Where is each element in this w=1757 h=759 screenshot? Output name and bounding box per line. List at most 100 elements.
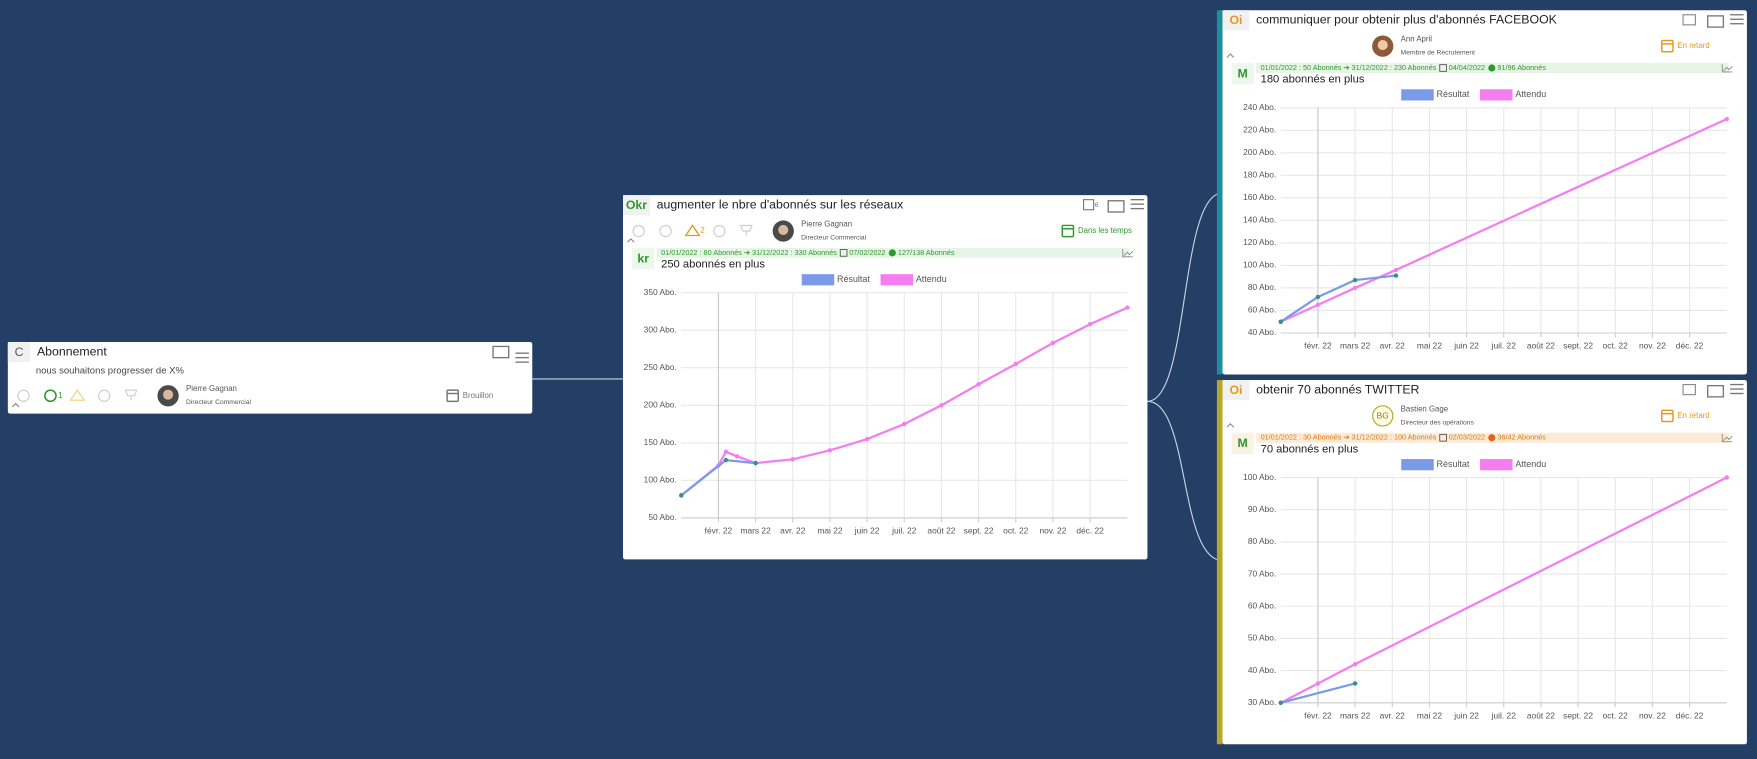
data-point	[1315, 302, 1321, 308]
data-point	[939, 403, 944, 408]
legend-label[interactable]: Résultat	[837, 274, 870, 284]
x-tick-label: avr. 22	[1380, 341, 1406, 351]
progress-icon	[1488, 434, 1496, 442]
x-tick-label: nov. 22	[1639, 341, 1666, 351]
kr-badge: M	[1238, 436, 1248, 450]
date-icon	[839, 249, 848, 257]
clock-icon	[98, 389, 111, 402]
y-tick-label: 100 Abo.	[1243, 472, 1276, 482]
x-tick-label: févr. 22	[1304, 710, 1332, 720]
menu-button[interactable]	[1130, 198, 1145, 210]
card-title: Abonnement	[37, 344, 107, 358]
x-tick-label: nov. 22	[1639, 710, 1666, 720]
y-tick-label: 250 Abo.	[644, 362, 677, 372]
x-tick-label: oct. 22	[1603, 710, 1629, 720]
x-tick-label: juin 22	[1453, 710, 1479, 720]
card-title: augmenter le nbre d'abonnés sur les rése…	[657, 198, 905, 212]
card-title: obtenir 70 abonnés TWITTER	[1256, 382, 1419, 396]
data-point	[1278, 319, 1284, 324]
card-badge: C	[15, 345, 24, 359]
legend-swatch	[801, 274, 835, 286]
x-tick-label: sept. 22	[1563, 341, 1593, 351]
legend-swatch	[1480, 459, 1513, 471]
card[interactable]: Oi communiquer pour obtenir plus d'abonné…	[1216, 10, 1747, 375]
menu-button[interactable]	[1730, 383, 1744, 395]
data-point	[790, 457, 796, 462]
connector	[1147, 400, 1223, 562]
collapse-arrow[interactable]	[627, 238, 635, 243]
x-tick-label: juil. 22	[891, 526, 917, 536]
children-icon	[1682, 383, 1696, 396]
legend-swatch	[1401, 89, 1434, 101]
y-tick-label: 200 Abo.	[644, 399, 677, 409]
legend-label[interactable]: Attendu	[1515, 459, 1546, 469]
data-point	[1352, 661, 1358, 667]
x-tick-label: mars 22	[1340, 710, 1371, 720]
focus-button[interactable]	[492, 345, 510, 359]
owner-role: Directeur Commercial	[186, 399, 251, 406]
y-tick-label: 70 Abo.	[1248, 568, 1276, 578]
card-background	[623, 195, 1148, 560]
data-point	[827, 448, 833, 453]
card[interactable]: C Abonnement nous souhaitons progresser de…	[7, 341, 533, 414]
owner-name: Bastien Gage	[1401, 404, 1448, 413]
data-point	[734, 454, 740, 459]
chart-toggle[interactable]	[1122, 248, 1134, 258]
collapse-arrow[interactable]	[11, 402, 20, 408]
collapse-arrow[interactable]	[1226, 422, 1235, 428]
action-icon[interactable]	[17, 389, 30, 402]
kr-title: 180 abonnés en plus	[1261, 74, 1365, 86]
kr-badge-background	[1231, 432, 1254, 455]
data-point	[723, 449, 729, 455]
chart-toggle[interactable]	[1721, 433, 1733, 443]
x-tick-label: oct. 22	[1603, 341, 1629, 351]
menu-button[interactable]	[515, 352, 529, 363]
data-point	[1724, 475, 1729, 480]
owner-name: Pierre Gagnan	[186, 384, 237, 393]
menu-button[interactable]	[1730, 14, 1744, 25]
legend-label[interactable]: Résultat	[1437, 459, 1470, 469]
check-count: 1	[58, 391, 62, 400]
card[interactable]: Oi obtenir 70 abonnés TWITTER BG Bastien Ga…	[1216, 380, 1747, 745]
kr-range: 01/01/2022 : 50 Abonnés ➔ 31/12/2022 : 2…	[1261, 63, 1437, 72]
legend-label[interactable]: Attendu	[916, 274, 947, 284]
x-tick-label: mars 22	[1340, 341, 1371, 351]
data-point	[1352, 285, 1358, 291]
legend-label[interactable]: Résultat	[1437, 89, 1470, 99]
y-tick-label: 220 Abo.	[1243, 125, 1276, 135]
data-point	[1050, 340, 1056, 346]
kr-progress: 36/42 Abonnés	[1497, 433, 1546, 442]
y-tick-label: 300 Abo.	[644, 324, 677, 334]
x-tick-label: févr. 22	[1304, 341, 1332, 351]
x-tick-label: août 22	[1527, 341, 1555, 351]
y-tick-label: 60 Abo.	[1248, 305, 1276, 315]
y-tick-label: 100 Abo.	[644, 475, 677, 485]
status-icon	[446, 389, 460, 403]
y-tick-label: 60 Abo.	[1248, 600, 1276, 610]
x-tick-label: juil. 22	[1491, 341, 1517, 351]
action-icon[interactable]	[632, 224, 645, 238]
owner-role: Directeur des opérations	[1401, 419, 1475, 426]
chart: 50 Abo. 100 Abo. 150 Abo. 200 Abo. 250 Abo. 3…	[644, 274, 1130, 536]
kr-badge-background	[1231, 62, 1254, 85]
warning-count: 2	[700, 226, 704, 235]
x-tick-label: sept. 22	[964, 526, 994, 536]
kr-title: 250 abonnés en plus	[661, 259, 765, 271]
children-icon	[1682, 14, 1696, 26]
chart-toggle[interactable]	[1721, 64, 1733, 73]
owner-role: Membre de Recrutement	[1401, 50, 1475, 57]
y-tick-label: 100 Abo.	[1243, 260, 1276, 270]
x-tick-label: mai 22	[1417, 341, 1443, 351]
focus-button[interactable]	[1707, 15, 1725, 28]
collapse-arrow[interactable]	[1226, 53, 1235, 58]
legend-swatch	[1480, 89, 1513, 101]
kr-range: 01/01/2022 : 30 Abonnés ➔ 31/12/2022 : 1…	[1261, 433, 1437, 442]
focus-button[interactable]	[1707, 384, 1725, 398]
y-tick-label: 150 Abo.	[644, 437, 677, 447]
x-tick-label: déc. 22	[1076, 526, 1104, 536]
clock-icon	[713, 224, 726, 238]
card[interactable]: Okr augmenter le nbre d'abonnés sur les r…	[623, 195, 1148, 560]
legend-label[interactable]: Attendu	[1515, 89, 1546, 99]
badge-background	[7, 341, 31, 363]
focus-button[interactable]	[1107, 200, 1125, 213]
